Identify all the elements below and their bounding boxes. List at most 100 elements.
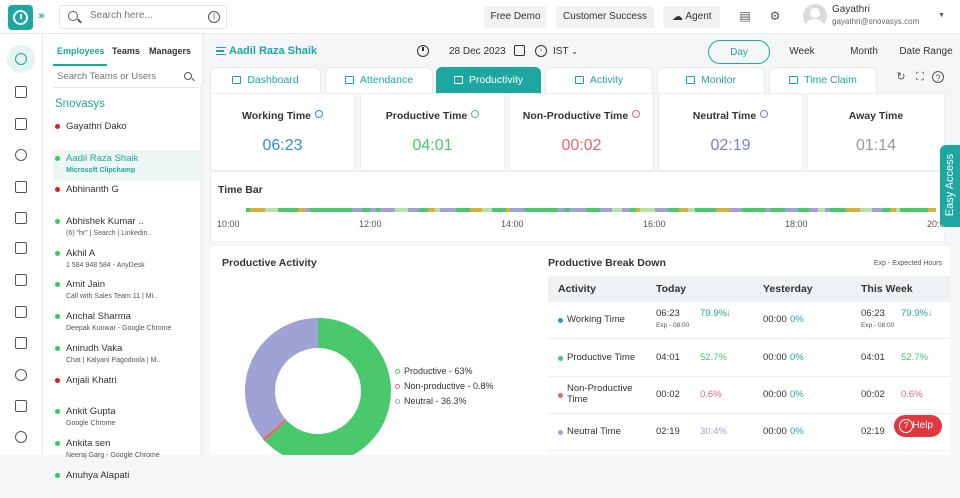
employee-current-app: Neeraj Garg - Google Chrome [66,451,160,459]
range-day[interactable]: Day [708,40,770,64]
time-segment [440,208,456,212]
time-segment [370,208,376,212]
menu-icon[interactable] [216,47,226,55]
list-item[interactable]: Anuhya Alapati [53,467,203,498]
app-logo[interactable] [8,5,33,30]
alarm-icon[interactable] [13,429,29,445]
employee-list: Gayathri Dako Aadil Raza Shaik Microsoft C… [53,118,203,498]
card-label-text: Productive Time [385,110,468,122]
donut-chart [245,318,391,455]
tab-dashboard[interactable]: Dashboard [210,67,321,93]
legend-item: Neutral - 36.3% [395,396,467,406]
next-day-icon[interactable]: › [535,45,547,57]
refresh-icon[interactable]: ↻ [896,71,906,83]
slice-neutral[interactable] [245,318,319,439]
list-item[interactable]: Anchal Sharma Deepak Kunwar - Google Chro… [53,308,203,340]
list-item[interactable]: Aadil Raza Shaik Microsoft Clipchamp [53,149,203,182]
tab-managers[interactable]: Managers [149,46,192,56]
employee-current-app: Microsoft Clipchamp [66,166,136,174]
card-icon[interactable] [13,240,29,256]
range-date-range[interactable]: Date Range [899,46,953,57]
tab-monitor[interactable]: Monitor [657,67,765,93]
status-icon [632,110,641,118]
mail-icon[interactable] [13,335,29,351]
monitor-icon[interactable] [13,210,29,226]
time-segment [679,208,688,212]
nav-glyph [15,118,27,130]
company-name[interactable]: Snovasys [55,98,105,110]
briefcase-icon[interactable] [13,179,29,195]
user-name: Gayathri [832,4,870,15]
customer-success-button[interactable]: Customer Success [556,6,654,28]
activity-icon [574,76,584,84]
list-item[interactable]: Amit Jain Call with Sales Team 11 | Mi.. [53,276,203,308]
time-segment [900,208,915,212]
tab-productivity[interactable]: Productivity [436,67,541,93]
breakdown-header: Activity Today Yesterday This Week [548,276,950,302]
list-item[interactable]: Anirudh Vaka Chat | Kalyani Pagodoola | M… [53,340,203,372]
list-item[interactable]: Gayathri Dako [53,118,203,150]
calendar-icon[interactable] [514,45,525,56]
clock-icon[interactable] [417,45,429,57]
calendar-grid-icon[interactable] [13,116,29,132]
list-item[interactable]: Abhinanth G [53,181,203,213]
timezone-select[interactable]: IST ⌄ [553,46,578,57]
list-item[interactable]: Ankit Gupta Google Chrome [53,403,203,435]
agent-button[interactable]: ☁ Agent [663,6,720,28]
help-circle-icon[interactable]: ? [932,71,944,83]
settings-icon[interactable] [13,367,29,383]
user-settings-icon[interactable] [13,398,29,414]
info-icon[interactable]: i [208,11,220,23]
chevron-down-icon[interactable]: ▼ [938,12,945,19]
list-item[interactable]: Ankita sen Neeraj Garg - Google Chrome [53,435,203,467]
time-segment [716,208,730,212]
time-bar-strip[interactable] [246,208,936,212]
today-expected: Exp - 08:00 [656,322,690,329]
document-icon[interactable]: ▤ [739,9,751,23]
employee-current-app: Deepak Kunwar - Google Chrome [66,325,172,333]
global-search[interactable]: i [59,5,227,29]
fullscreen-icon[interactable]: ⛶ [916,71,924,83]
team-search-input[interactable] [57,71,167,82]
tab-employees[interactable]: Employees [57,46,105,56]
status-dot [55,314,60,320]
activity-name: Productive Time [567,352,636,363]
easy-access-tab[interactable]: Easy Access [940,145,960,227]
avatar[interactable] [803,4,827,28]
gear-icon[interactable]: ⚙ [769,9,781,23]
active-tab-underline [53,64,107,66]
calendar-icon[interactable] [13,84,29,100]
legend-label: Non-productive - 0.8% [404,381,494,391]
time-segment [298,208,305,212]
users-icon[interactable] [13,272,29,288]
free-demo-button[interactable]: Free Demo [484,6,547,28]
global-search-input[interactable] [90,10,200,21]
time-segment [326,208,340,212]
slice-non-productive[interactable] [262,418,287,442]
nav-glyph [15,400,27,412]
range-week[interactable]: Week [789,46,815,57]
org-chart-icon[interactable] [13,304,29,320]
team-search[interactable] [53,68,198,88]
week-percent: 79.9% [901,308,928,319]
range-month[interactable]: Month [850,46,878,57]
date-display[interactable]: 28 Dec 2023 [449,46,506,57]
time-segment [435,208,440,212]
tab-attendance[interactable]: Attendance [325,67,433,93]
list-item[interactable]: Akhil A 1 584 948 584 - AnyDesk [53,245,203,277]
down-arrow-icon: ↓ [928,308,933,319]
expand-sidebar-icon[interactable]: ››› [38,10,45,22]
tab-time-claim[interactable]: Time Claim [769,67,877,93]
slice-productive[interactable] [265,318,391,455]
help-button[interactable]: Help [894,415,942,437]
dashboard-icon[interactable] [7,45,35,73]
nav-glyph [15,242,27,254]
yesterday-percent: 0% [790,389,804,400]
scrollbar[interactable] [200,84,203,455]
list-item[interactable]: Anjali Khatri [53,372,203,404]
list-item[interactable]: Abhishek Kumar .. (6) "hr" | Search | Lin… [53,213,203,245]
user-icon[interactable] [13,147,29,163]
card-label-text: Non-Productive Time [522,110,629,122]
tab-activity[interactable]: Activity [545,67,653,93]
tab-teams[interactable]: Teams [112,46,140,56]
